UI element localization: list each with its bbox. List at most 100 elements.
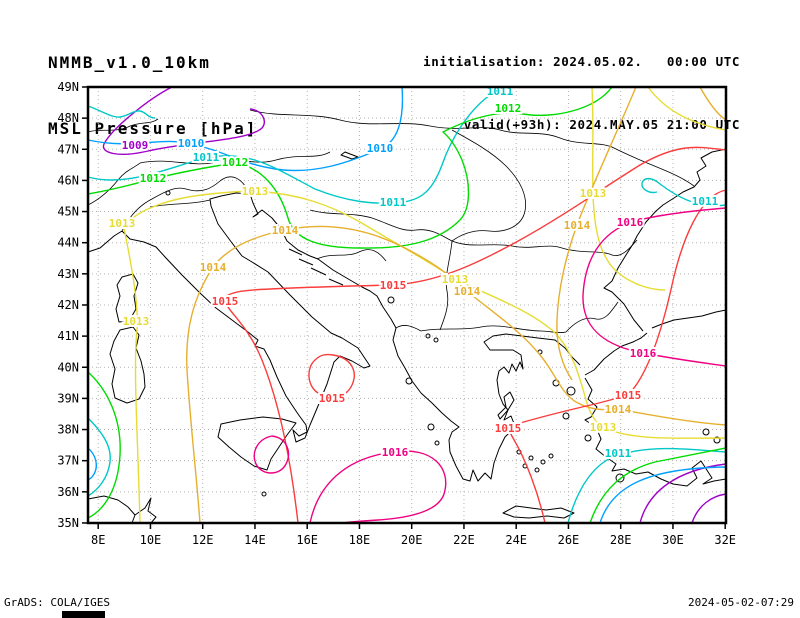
contour-line-1009 <box>639 463 727 524</box>
contour-line-1014 <box>556 86 637 381</box>
contour-label-1014: 1014 <box>564 219 591 232</box>
contour-line-1015 <box>508 189 727 524</box>
contour-label-1013: 1013 <box>242 185 269 198</box>
contour-line-1009 <box>102 86 266 155</box>
y-tick-label: 47N <box>57 142 79 156</box>
island-cyclades-6 <box>548 453 554 459</box>
contour-line-1011 <box>567 447 727 524</box>
border-ukraine-moldova <box>499 129 695 187</box>
border-italy-north <box>121 176 251 232</box>
y-tick-label: 39N <box>57 391 79 405</box>
island-euboea <box>497 391 515 420</box>
border-danube <box>309 209 638 256</box>
contour-label-1014: 1014 <box>200 261 227 274</box>
coastlines <box>87 148 727 524</box>
x-tick-label: 22E <box>453 533 475 547</box>
contour-label-1011: 1011 <box>692 195 719 208</box>
x-tick-label: 16E <box>296 533 318 547</box>
border-turkey-bulgaria <box>565 301 619 333</box>
contour-label-1013: 1013 <box>580 187 607 200</box>
contour-line-1011 <box>87 86 505 204</box>
x-tick-label: 24E <box>505 533 527 547</box>
x-tick-label: 30E <box>662 533 684 547</box>
x-tick-label: 26E <box>558 533 580 547</box>
contour-label-1013: 1013 <box>123 315 150 328</box>
contour-label-1015: 1015 <box>615 389 642 402</box>
contour-label-1015: 1015 <box>495 422 522 435</box>
init-time: initialisation: 2024.05.02. 00:00 UTC <box>423 54 740 69</box>
grads-credit: GrADS: COLA/IGES <box>4 596 110 609</box>
contour-label-1015: 1015 <box>380 279 407 292</box>
model-title: NMMB_v1.0_10km <box>48 53 211 72</box>
y-tick-label: 41N <box>57 329 79 343</box>
contour-label-1014: 1014 <box>454 285 481 298</box>
y-tick-label: 48N <box>57 111 79 125</box>
contour-line-1012 <box>87 371 121 519</box>
creation-timestamp: 2024-05-02-07:29 <box>688 596 794 609</box>
contour-label-1014: 1014 <box>272 224 299 237</box>
lake-anatolia-2 <box>713 436 721 444</box>
contour-line-1010 <box>87 447 97 481</box>
contour-label-1009: 1009 <box>122 139 149 152</box>
island-sicily <box>217 416 297 471</box>
y-tick-label: 46N <box>57 173 79 187</box>
x-tick-label: 18E <box>349 533 371 547</box>
field-title: MSL Pressure [hPa] <box>48 119 258 138</box>
contour-line-1015 <box>308 353 355 399</box>
border-carpathians <box>451 129 527 242</box>
contour-label-1012: 1012 <box>222 156 249 169</box>
map-frame <box>86 85 728 525</box>
x-tick-label: 10E <box>140 533 162 547</box>
island-samos <box>584 434 592 442</box>
contour-line-1013 <box>647 86 727 131</box>
river-po <box>149 199 211 208</box>
y-tick-label: 35N <box>57 516 79 530</box>
contour-line-1011 <box>641 177 727 207</box>
border-france-north <box>87 118 159 133</box>
lake-balaton <box>340 151 359 160</box>
y-tick-label: 40N <box>57 360 79 374</box>
contour-line-1014 <box>699 86 727 121</box>
plot-times: initialisation: 2024.05.02. 00:00 UTC va… <box>423 9 740 177</box>
island-cyclades-2 <box>528 455 534 461</box>
contour-label-1016: 1016 <box>617 216 644 229</box>
island-chios <box>562 412 570 420</box>
contour-line-1011 <box>87 417 111 497</box>
contour-label-1012: 1012 <box>140 172 167 185</box>
contour-line-1013 <box>591 86 666 291</box>
contour-layer <box>87 86 727 524</box>
contour-label-1013: 1013 <box>590 421 617 434</box>
coastline-marmara-south <box>584 332 648 376</box>
plot-titles: NMMB_v1.0_10km MSL Pressure [hPa] <box>48 8 257 184</box>
y-tick-label: 49N <box>57 80 79 94</box>
y-tick-label: 44N <box>57 236 79 250</box>
contour-label-1011: 1011 <box>605 447 632 460</box>
contour-label-1011: 1011 <box>193 151 220 164</box>
x-tick-label: 8E <box>91 533 105 547</box>
island-cyclades-3 <box>540 459 546 465</box>
x-tick-label: 12E <box>192 533 214 547</box>
contour-line-1011 <box>87 105 156 119</box>
contour-label-1013: 1013 <box>442 273 469 286</box>
lake-ohrid <box>425 333 431 339</box>
island-corfu <box>405 377 413 385</box>
island-crete <box>502 505 575 519</box>
y-tick-label: 45N <box>57 205 79 219</box>
island-malta <box>261 491 267 497</box>
contour-label-1016: 1016 <box>630 347 657 360</box>
contour-line-1016 <box>253 435 290 474</box>
bottom-black-bar <box>62 611 105 618</box>
contour-label-1010: 1010 <box>367 142 394 155</box>
x-tick-label: 32E <box>714 533 736 547</box>
contour-line-1012 <box>589 447 727 524</box>
contour-label-1015: 1015 <box>212 295 239 308</box>
contour-label-1013: 1013 <box>109 217 136 230</box>
border-serbia-bulgaria <box>439 240 453 331</box>
contour-label-1015: 1015 <box>319 392 346 405</box>
island-kefalonia <box>427 423 435 431</box>
y-tick-label: 42N <box>57 298 79 312</box>
contour-line-1013 <box>123 190 727 524</box>
